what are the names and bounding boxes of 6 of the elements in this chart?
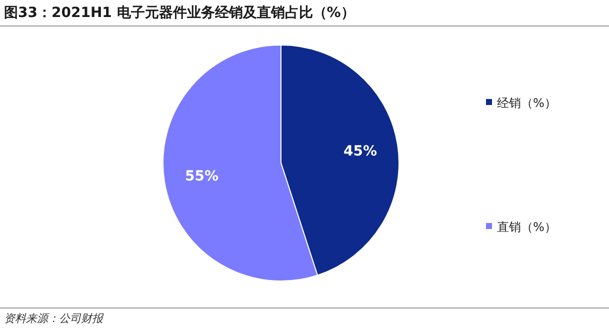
text: 资料来源：公司财报 (4, 312, 104, 325)
data-label: 45% (343, 143, 378, 160)
legend-label: 直销（%） (497, 220, 556, 234)
data-label: 55% (184, 168, 219, 185)
legend-label: 经销（%） (497, 96, 556, 110)
chart-title: 图33：2021H1 电子元器件业务经销及直销占比（%） (4, 5, 355, 21)
